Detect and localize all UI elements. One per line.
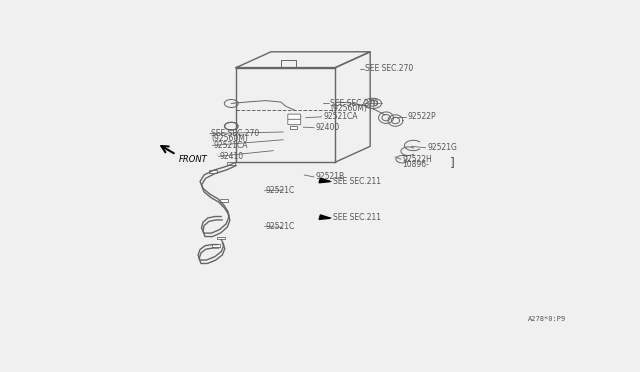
Text: 92521C: 92521C [266, 186, 295, 195]
Text: (92560M): (92560M) [330, 104, 367, 113]
Text: 92521CA: 92521CA [323, 112, 358, 121]
Text: 92400: 92400 [316, 123, 340, 132]
Text: 92521G: 92521G [428, 143, 457, 152]
Bar [290, 126, 297, 129]
Text: SEE SEC.211: SEE SEC.211 [333, 177, 381, 186]
Text: ]: ] [449, 155, 454, 169]
Text: (92560M): (92560M) [211, 134, 248, 143]
Text: SEE SEC.270: SEE SEC.270 [211, 129, 260, 138]
Text: 92522P: 92522P [408, 112, 436, 121]
Text: SEE SEC.270: SEE SEC.270 [365, 64, 413, 74]
Bar [220, 199, 228, 202]
Polygon shape [319, 215, 330, 219]
Text: 10896-: 10896- [403, 160, 429, 169]
Text: 92521CA: 92521CA [214, 141, 248, 150]
Text: 92521C: 92521C [266, 222, 295, 231]
Bar [227, 162, 235, 165]
Bar [209, 170, 217, 173]
Text: 92410: 92410 [220, 152, 244, 161]
Bar [290, 121, 297, 124]
Text: SEE SEC.211: SEE SEC.211 [333, 214, 381, 222]
Polygon shape [319, 178, 330, 183]
FancyBboxPatch shape [288, 119, 301, 125]
Text: SEE SEC.270: SEE SEC.270 [330, 99, 379, 108]
Bar [212, 244, 220, 247]
Text: 92521B: 92521B [316, 173, 345, 182]
Text: FRONT: FRONT [179, 155, 207, 164]
Bar [218, 237, 225, 240]
FancyBboxPatch shape [288, 114, 301, 119]
Text: 92522H: 92522H [403, 155, 432, 164]
Text: A278*0:P9: A278*0:P9 [528, 317, 566, 323]
